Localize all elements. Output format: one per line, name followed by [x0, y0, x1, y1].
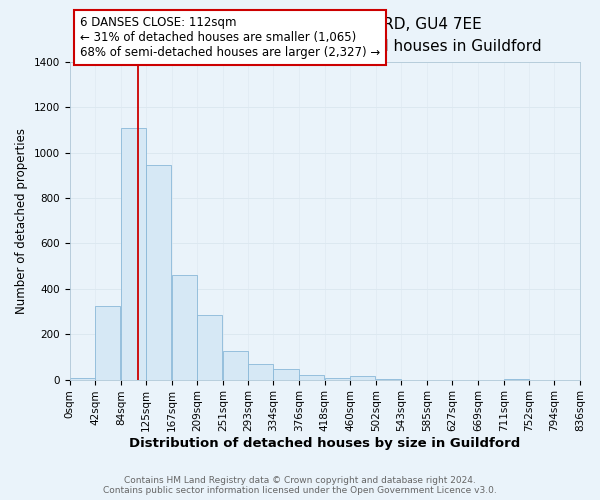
Bar	[350, 376, 376, 380]
Bar	[248, 364, 274, 380]
Bar	[299, 375, 324, 380]
Bar	[223, 351, 248, 380]
Bar	[376, 379, 401, 380]
Bar	[70, 378, 95, 380]
Bar	[121, 128, 146, 380]
Y-axis label: Number of detached properties: Number of detached properties	[15, 128, 28, 314]
Bar	[172, 275, 197, 380]
Text: 6 DANSES CLOSE: 112sqm
← 31% of detached houses are smaller (1,065)
68% of semi-: 6 DANSES CLOSE: 112sqm ← 31% of detached…	[80, 16, 380, 58]
X-axis label: Distribution of detached houses by size in Guildford: Distribution of detached houses by size …	[129, 437, 520, 450]
Bar	[95, 306, 120, 380]
Bar	[325, 378, 350, 380]
Text: Contains HM Land Registry data © Crown copyright and database right 2024.
Contai: Contains HM Land Registry data © Crown c…	[103, 476, 497, 495]
Bar	[274, 370, 299, 380]
Title: 6, DANSES CLOSE, GUILDFORD, GU4 7EE
Size of property relative to detached houses: 6, DANSES CLOSE, GUILDFORD, GU4 7EE Size…	[107, 16, 542, 54]
Bar	[146, 165, 171, 380]
Bar	[197, 315, 222, 380]
